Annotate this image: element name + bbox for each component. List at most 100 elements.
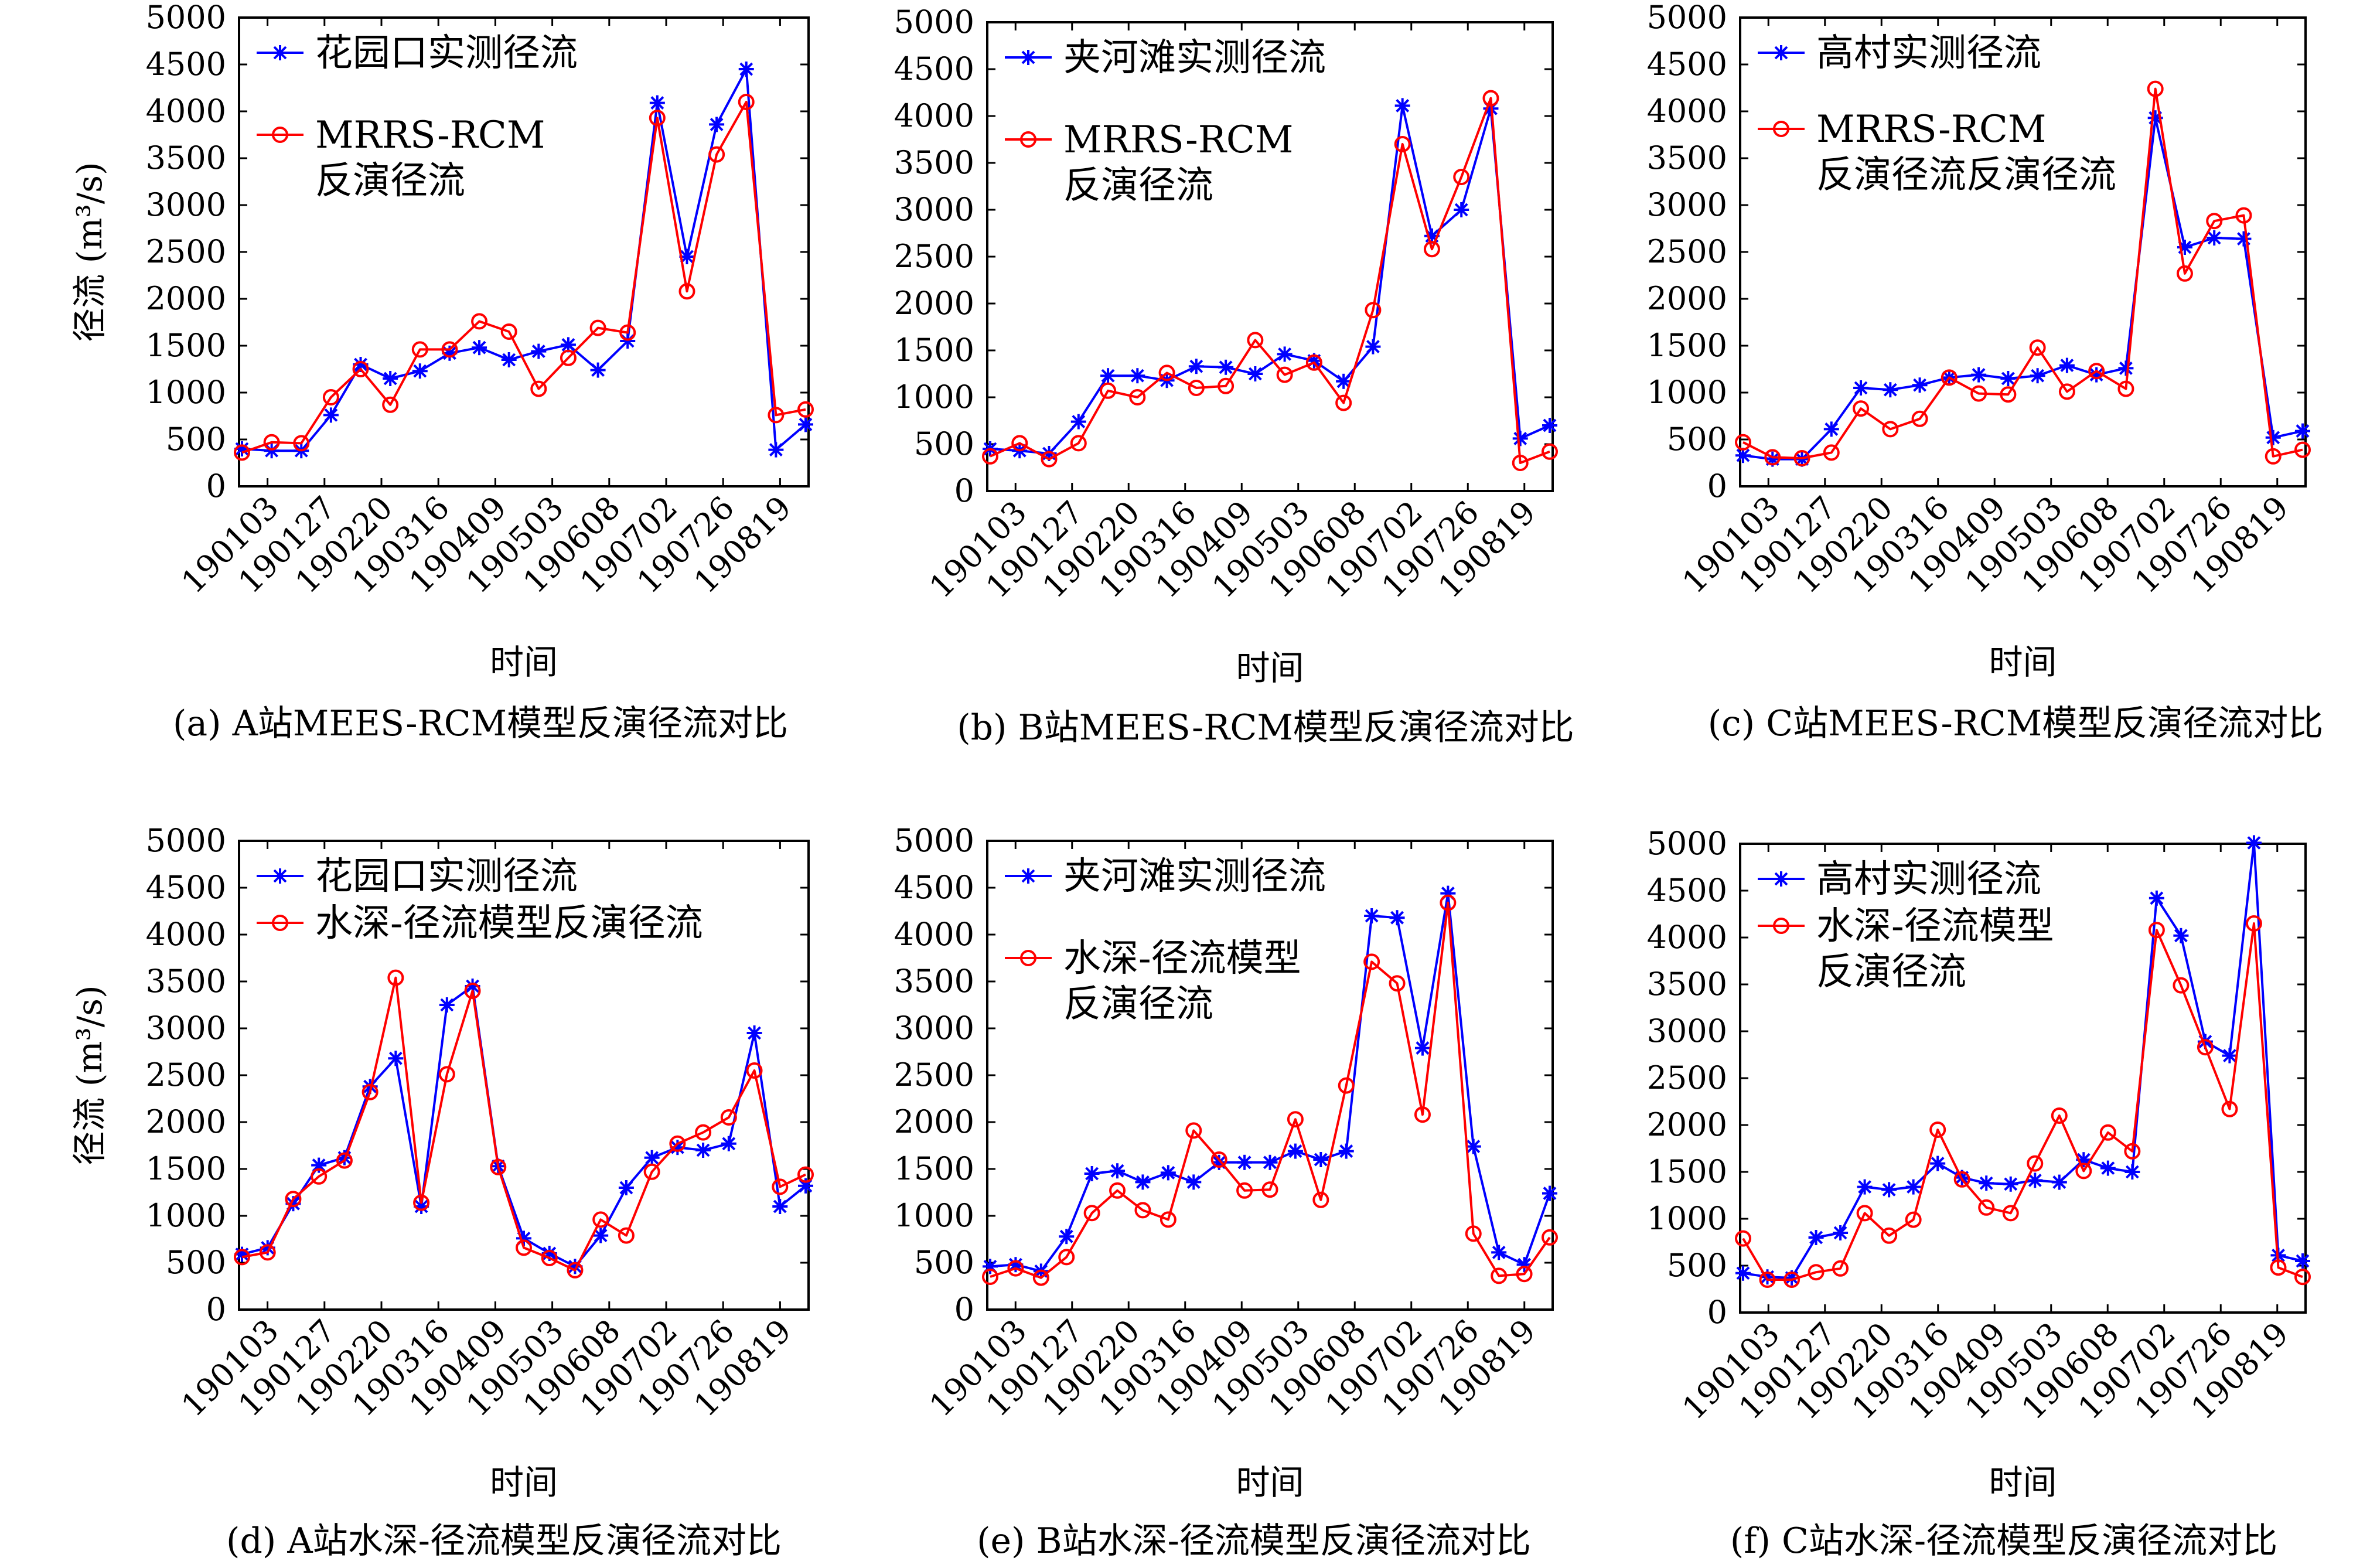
y-tick-label: 500 xyxy=(1667,1247,1727,1284)
data-point-model xyxy=(1881,1227,1898,1244)
data-point-model xyxy=(1911,410,1928,427)
y-tick-label: 1000 xyxy=(146,1197,226,1234)
legend-marker-observed xyxy=(1021,868,1036,884)
series-line-observed xyxy=(241,68,807,452)
y-tick-label: 2000 xyxy=(1647,280,1727,317)
data-point-model xyxy=(1905,1211,1922,1228)
y-tick-label: 5000 xyxy=(146,822,226,859)
data-point-model xyxy=(2147,80,2164,97)
y-tick-label: 1000 xyxy=(146,374,226,411)
legend-label: MRRS-RCM xyxy=(1063,118,1293,162)
chart-panel-f: 0 500 1000 1500 2000 2500 3000 3500 4000 4500 5000… xyxy=(1647,825,2311,1562)
data-point-model xyxy=(1542,1229,1558,1246)
data-point-model xyxy=(1953,1171,1970,1188)
data-point-model xyxy=(2075,1163,2092,1180)
legend-marker-observed xyxy=(272,45,288,60)
legend-marker-model xyxy=(272,127,288,143)
legend-marker-model xyxy=(1773,121,1789,137)
y-tick-label: 4500 xyxy=(1647,46,1727,83)
data-point-model xyxy=(649,110,666,127)
data-point-observed xyxy=(2059,357,2075,373)
data-point-observed xyxy=(1160,1165,1176,1181)
data-point-observed xyxy=(439,997,455,1013)
data-point-model xyxy=(1764,449,1781,466)
data-point-model xyxy=(1832,1260,1849,1277)
x-axis-label: 时间 xyxy=(490,1463,558,1502)
data-point-observed xyxy=(1135,1174,1151,1190)
y-tick-label: 5000 xyxy=(894,4,974,40)
data-point-model xyxy=(669,1135,686,1152)
data-point-model xyxy=(1236,1182,1253,1199)
data-point-model xyxy=(1516,1266,1533,1283)
data-point-model xyxy=(2221,1100,2238,1117)
data-point-observed xyxy=(1218,359,1234,375)
legend-label: MRRS-RCM xyxy=(315,114,545,157)
x-axis-label: 时间 xyxy=(490,642,558,682)
data-point-observed xyxy=(1454,202,1469,217)
data-point-model xyxy=(1365,302,1382,319)
y-tick-label: 3500 xyxy=(1647,966,1727,1003)
data-point-model xyxy=(293,435,310,452)
legend-marker-observed xyxy=(1021,50,1036,65)
data-point-observed xyxy=(2051,1174,2067,1190)
data-point-model xyxy=(643,1163,660,1180)
data-point-model xyxy=(1247,332,1264,349)
x-axis-label: 时间 xyxy=(1236,648,1304,688)
data-point-model xyxy=(234,444,250,461)
data-point-model xyxy=(2099,1124,2116,1141)
data-point-model xyxy=(1011,435,1028,452)
data-point-observed xyxy=(1823,421,1839,437)
data-point-model xyxy=(2197,1039,2214,1056)
data-point-observed xyxy=(1394,98,1410,114)
y-tick-label: 3500 xyxy=(146,139,226,176)
data-point-model xyxy=(2265,448,2282,465)
data-point-model xyxy=(2235,207,2252,224)
y-tick-label: 1500 xyxy=(894,1150,974,1187)
data-point-model xyxy=(1735,1230,1751,1247)
data-point-model xyxy=(2058,383,2075,400)
data-point-model xyxy=(1970,385,1987,402)
panel-caption: (f) C站水深-径流模型反演径流对比 xyxy=(1730,1521,2277,1562)
data-point-model xyxy=(1083,1205,1100,1222)
legend-marker-model xyxy=(1020,131,1036,148)
data-point-model xyxy=(1032,1269,1049,1286)
y-tick-label: 4500 xyxy=(894,50,974,87)
data-point-model xyxy=(695,1124,712,1141)
data-point-observed xyxy=(1084,1166,1100,1181)
y-tick-label: 3500 xyxy=(1647,139,1727,176)
y-tick-label: 4000 xyxy=(894,97,974,134)
data-point-observed xyxy=(1130,368,1145,384)
data-point-observed xyxy=(1277,346,1293,362)
data-point-model xyxy=(592,1211,609,1228)
y-tick-label: 0 xyxy=(206,468,226,505)
data-point-model xyxy=(285,1191,302,1208)
data-point-observed xyxy=(1100,368,1116,384)
data-point-model xyxy=(362,1083,378,1100)
data-point-model xyxy=(1491,1267,1508,1284)
data-point-model xyxy=(1856,1205,1873,1222)
data-point-observed xyxy=(2173,928,2189,943)
data-point-model xyxy=(2117,380,2134,397)
y-tick-label: 500 xyxy=(1667,421,1727,458)
data-point-observed xyxy=(618,1180,634,1195)
data-point-observed xyxy=(1237,1154,1253,1170)
data-point-model xyxy=(387,969,404,986)
data-point-model xyxy=(1735,434,1751,451)
legend-marker-observed xyxy=(272,868,288,884)
chart-panel-a: 0 500 1000 1500 2000 2500 3000 3500 4000 4500 5000… xyxy=(70,0,814,744)
data-point-model xyxy=(720,1109,737,1126)
data-point-model xyxy=(530,380,547,397)
y-tick-label: 0 xyxy=(1707,1294,1727,1331)
data-point-observed xyxy=(590,362,606,378)
data-point-model xyxy=(567,1262,584,1279)
data-point-model xyxy=(1808,1264,1825,1281)
data-point-observed xyxy=(772,1199,788,1214)
data-point-model xyxy=(1134,1202,1151,1219)
data-point-model xyxy=(1070,435,1087,452)
data-point-observed xyxy=(1336,373,1352,389)
y-tick-label: 3000 xyxy=(146,1010,226,1047)
data-point-model xyxy=(2294,1269,2311,1286)
data-point-observed xyxy=(2003,1176,2018,1192)
data-point-observed xyxy=(1389,910,1405,926)
data-point-model xyxy=(738,94,755,110)
